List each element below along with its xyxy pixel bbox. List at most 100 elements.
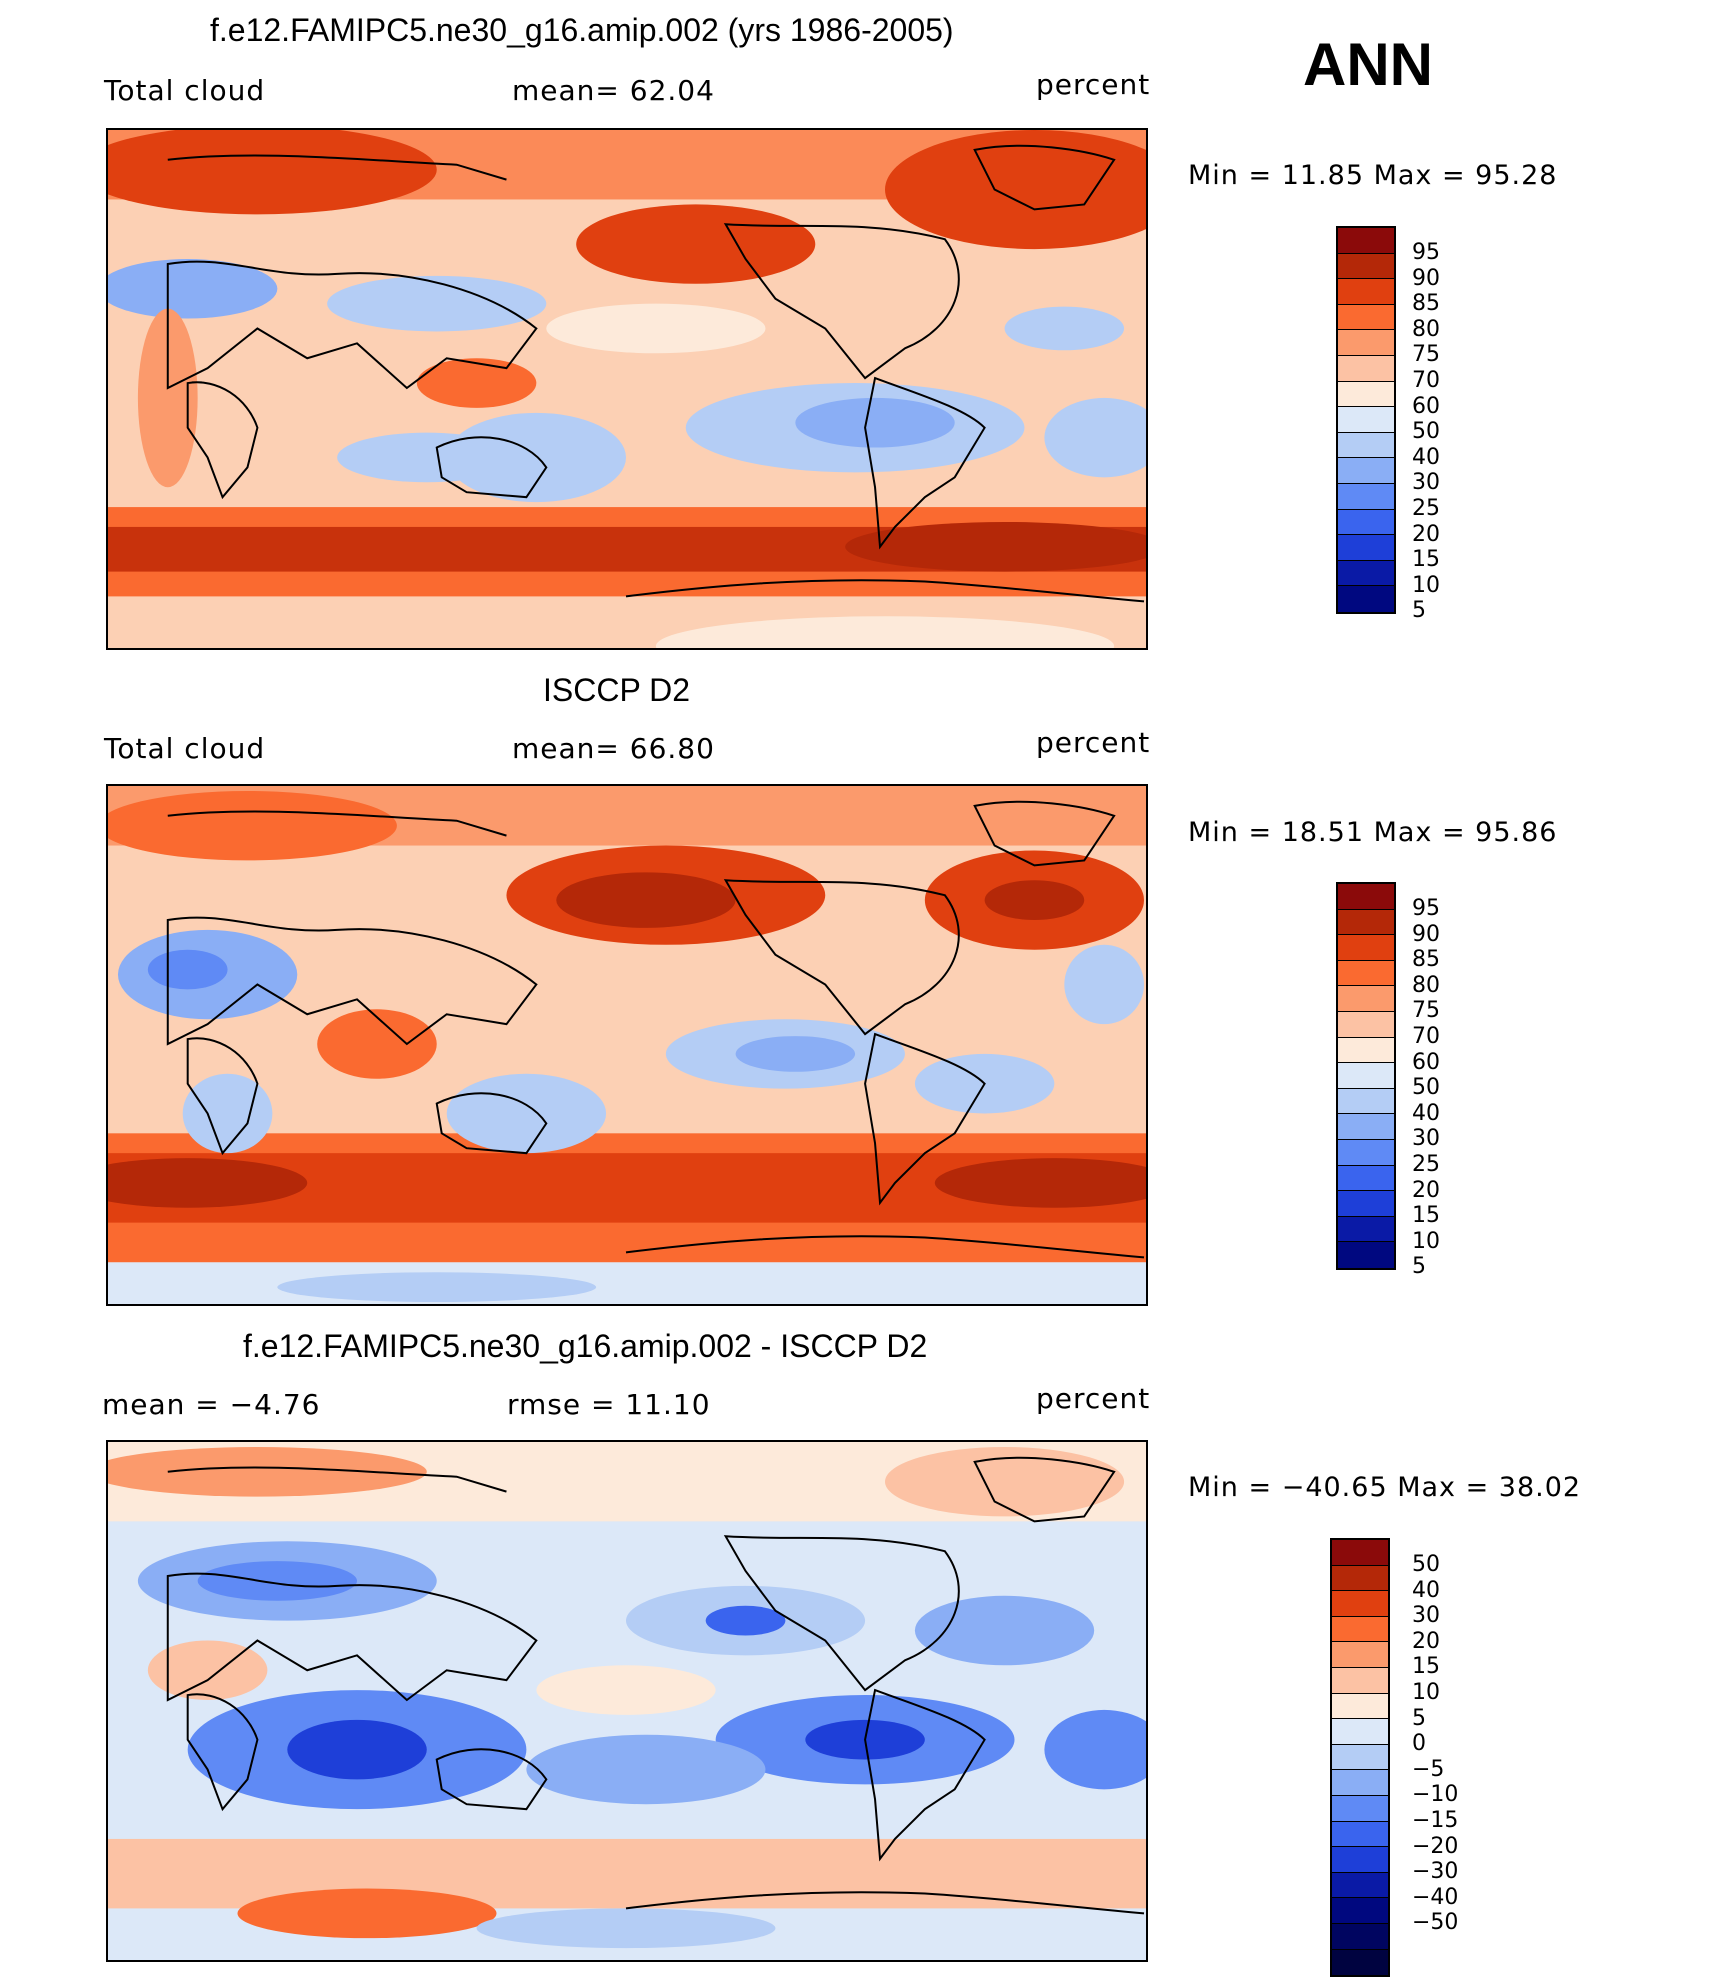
colorbar-swatch (1332, 1616, 1388, 1643)
colorbar-tick-label: 85 (1412, 291, 1440, 317)
colorbar-tick-label: 20 (1412, 1628, 1440, 1654)
colorbar-swatch (1338, 432, 1394, 459)
colorbar-swatch (1338, 1011, 1394, 1038)
colorbar-tick-label: 40 (1412, 444, 1440, 470)
colorbar-tick-label: 75 (1412, 342, 1440, 368)
colorbar-swatch (1332, 1540, 1388, 1566)
colorbar-swatch (1338, 1216, 1394, 1243)
colorbar-swatch (1338, 483, 1394, 510)
colorbar-swatch (1338, 355, 1394, 382)
colorbar-tick-label: 75 (1412, 998, 1440, 1024)
colorbar-tick-label: 15 (1412, 1654, 1440, 1680)
colorbar-swatch (1332, 1872, 1388, 1899)
colorbar-swatch (1338, 228, 1394, 254)
colorbar (1330, 1538, 1390, 1977)
colorbar-swatch (1338, 909, 1394, 936)
colorbar-swatch (1332, 1795, 1388, 1822)
colorbar-tick-label: −15 (1412, 1807, 1459, 1833)
colorbar-tick-label: −30 (1412, 1859, 1459, 1885)
colorbar-tick-label: 25 (1412, 1151, 1440, 1177)
colorbar-swatch (1332, 1949, 1388, 1976)
colorbar-swatch (1338, 330, 1394, 356)
colorbar-tick-label: 40 (1412, 1577, 1440, 1603)
colorbar-tick-label: 95 (1412, 240, 1440, 265)
colorbar-tick-label: −10 (1412, 1782, 1459, 1808)
colorbar-tick-label: 20 (1412, 1177, 1440, 1203)
colorbar-tick-label: 20 (1412, 521, 1440, 547)
colorbar-swatch (1338, 304, 1394, 331)
colorbar-swatch (1338, 586, 1394, 612)
colorbar (1336, 226, 1396, 614)
colorbar-tick-label: 95 (1412, 896, 1440, 921)
map-model-total-cloud (106, 128, 1148, 650)
minmax-label: Min = 18.51 Max = 95.86 (1188, 817, 1558, 848)
colorbar-swatch (1332, 1821, 1388, 1848)
colorbar-tick-label: 85 (1412, 947, 1440, 973)
minmax-label: Min = 11.85 Max = 95.28 (1188, 160, 1558, 191)
colorbar-tick-label: −5 (1412, 1756, 1445, 1782)
colorbar-swatch (1338, 986, 1394, 1012)
colorbar-tick-label: 80 (1412, 972, 1440, 998)
colorbar-swatch (1338, 884, 1394, 910)
colorbar-tick-label: 50 (1412, 1075, 1440, 1101)
contour-map (108, 1442, 1146, 1960)
colorbar-swatch (1338, 1165, 1394, 1192)
variable-label: Total cloud (104, 732, 266, 765)
colorbar-swatch (1332, 1770, 1388, 1796)
units-label: percent (1036, 68, 1151, 101)
season-label: ANN (1303, 31, 1433, 98)
colorbar-tick-label: 50 (1412, 419, 1440, 445)
units-label: percent (1036, 726, 1151, 759)
colorbar-swatch (1338, 509, 1394, 536)
colorbar-labels: 95 90 85 80 75 70 60 50 40 30 25 20 15 10 5 (1412, 896, 1440, 1280)
colorbar-tick-label: 90 (1412, 265, 1440, 291)
colorbar-tick-label: 50 (1412, 1552, 1440, 1577)
colorbar-tick-label: 15 (1412, 1203, 1440, 1229)
colorbar-swatch (1338, 279, 1394, 305)
colorbar-swatch (1338, 960, 1394, 987)
colorbar-tick-label: 15 (1412, 547, 1440, 573)
mean-label: mean= 66.80 (512, 732, 715, 765)
colorbar-tick-label: 5 (1412, 1254, 1426, 1280)
panel-title: f.e12.FAMIPC5.ne30_g16.amip.002 (yrs 198… (210, 12, 954, 48)
colorbar (1336, 882, 1396, 1270)
colorbar-swatch (1338, 1114, 1394, 1140)
colorbar-tick-label: 25 (1412, 495, 1440, 521)
colorbar-tick-label: 10 (1412, 1679, 1440, 1705)
map-isccp-total-cloud (106, 784, 1148, 1306)
colorbar-swatch (1338, 560, 1394, 587)
colorbar-tick-label: −50 (1412, 1910, 1459, 1936)
colorbar-tick-label: 30 (1412, 1603, 1440, 1629)
colorbar-swatch (1338, 381, 1394, 408)
colorbar-tick-label: 30 (1412, 470, 1440, 496)
colorbar-swatch (1332, 1847, 1388, 1873)
colorbar-swatch (1332, 1898, 1388, 1924)
units-label: percent (1036, 1382, 1151, 1415)
colorbar-tick-label: 60 (1412, 393, 1440, 419)
colorbar-swatch (1338, 1191, 1394, 1217)
contour-map (108, 130, 1146, 648)
rmse-label: rmse = 11.10 (507, 1388, 711, 1421)
minmax-label: Min = −40.65 Max = 38.02 (1188, 1472, 1582, 1503)
colorbar-tick-label: 30 (1412, 1126, 1440, 1152)
colorbar-swatch (1338, 1063, 1394, 1089)
colorbar-swatch (1332, 1693, 1388, 1720)
colorbar-swatch (1332, 1744, 1388, 1771)
mean-label: mean= 62.04 (512, 74, 715, 107)
colorbar-swatch (1332, 1591, 1388, 1617)
colorbar-tick-label: 70 (1412, 367, 1440, 393)
colorbar-tick-label: 70 (1412, 1023, 1440, 1049)
colorbar-swatch (1338, 1037, 1394, 1064)
contour-map (108, 786, 1146, 1304)
colorbar-swatch (1332, 1642, 1388, 1668)
colorbar-tick-label: 10 (1412, 1228, 1440, 1254)
colorbar-labels: 95 90 85 80 75 70 60 50 40 30 25 20 15 10 5 (1412, 240, 1440, 624)
colorbar-swatch (1332, 1719, 1388, 1745)
colorbar-swatch (1332, 1667, 1388, 1694)
colorbar-tick-label: 5 (1412, 598, 1426, 624)
map-difference (106, 1440, 1148, 1962)
panel-title: f.e12.FAMIPC5.ne30_g16.amip.002 - ISCCP … (243, 1328, 928, 1364)
colorbar-tick-label: 80 (1412, 316, 1440, 342)
colorbar-tick-label: −20 (1412, 1833, 1459, 1859)
colorbar-tick-label: 40 (1412, 1100, 1440, 1126)
